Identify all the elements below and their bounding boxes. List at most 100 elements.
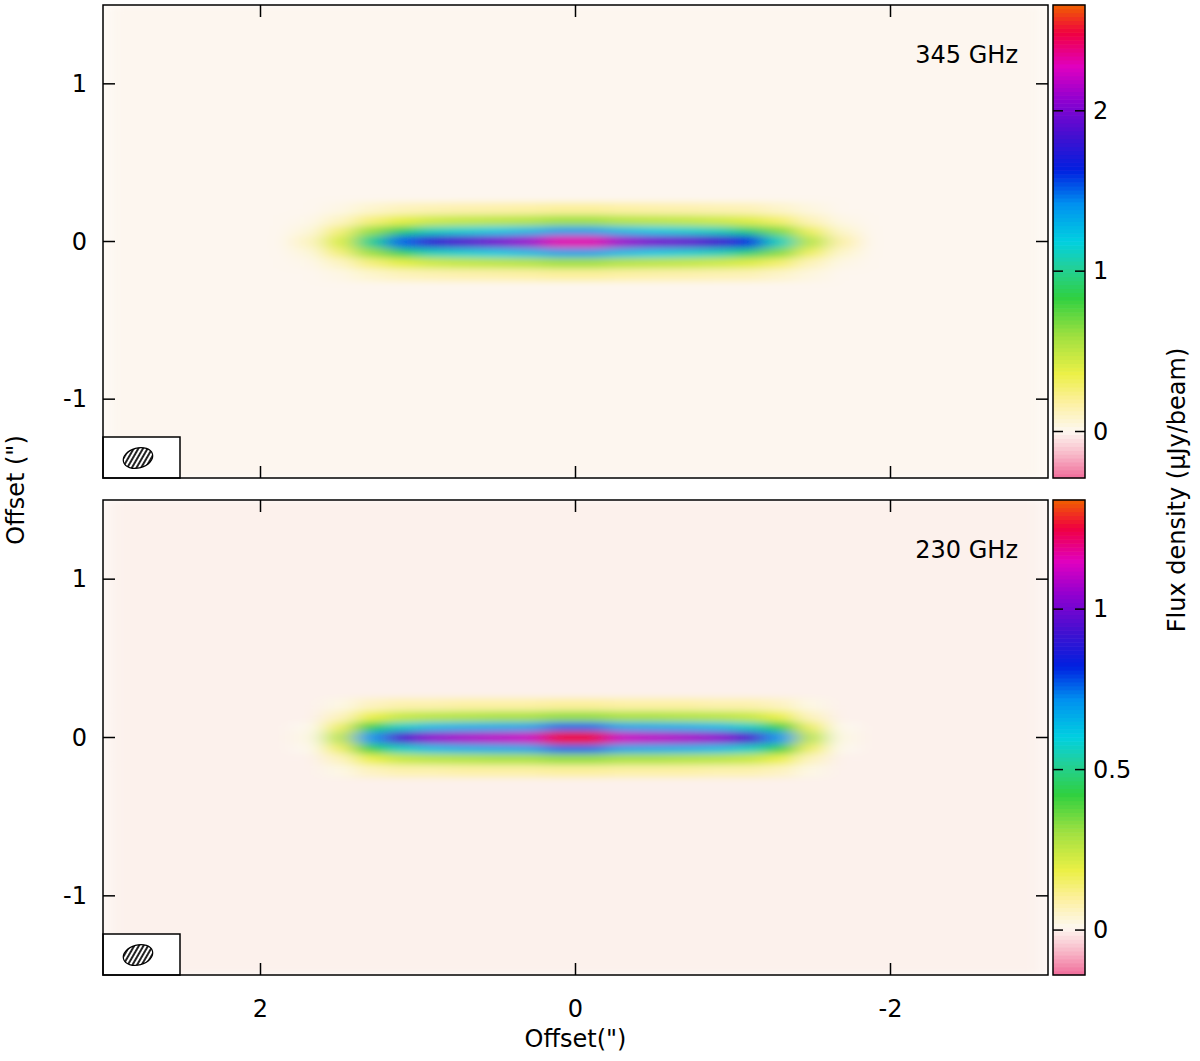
cell xyxy=(733,764,765,777)
y-tick-label: 1 xyxy=(72,565,87,593)
colorbar-strip xyxy=(1053,237,1085,242)
colorbar-strip xyxy=(1053,395,1085,400)
cell xyxy=(701,744,733,754)
colorbar-strip xyxy=(1053,559,1085,564)
cell xyxy=(355,721,387,731)
colorbar-strip xyxy=(1053,903,1085,908)
colorbar-strip xyxy=(1053,28,1085,33)
cell xyxy=(733,248,765,258)
cell xyxy=(701,268,733,281)
cell xyxy=(544,257,576,269)
cell xyxy=(355,731,387,744)
cell xyxy=(512,500,544,698)
cell xyxy=(733,235,765,248)
cell xyxy=(481,764,513,777)
colorbar-strip xyxy=(1053,336,1085,341)
cell xyxy=(103,268,292,281)
cell xyxy=(607,257,639,269)
cell xyxy=(323,698,355,711)
cell xyxy=(481,777,513,975)
cell xyxy=(670,710,702,722)
cell xyxy=(512,268,544,281)
cell xyxy=(764,698,796,711)
cell xyxy=(544,698,576,711)
cell xyxy=(701,777,733,975)
cell xyxy=(355,281,387,478)
colorbar-strip xyxy=(1053,84,1085,89)
y-tick-label: 1 xyxy=(72,70,87,98)
cell xyxy=(386,268,418,281)
colorbar-strip xyxy=(1053,935,1085,940)
cell xyxy=(638,235,670,248)
cell xyxy=(544,5,576,202)
colorbar-strip xyxy=(1053,741,1085,746)
colorbar-strip xyxy=(1053,713,1085,718)
cell xyxy=(323,235,355,248)
colorbar-strip xyxy=(1053,864,1085,869)
colorbar-strip xyxy=(1053,95,1085,100)
cell xyxy=(292,731,324,744)
cell xyxy=(638,500,670,698)
cell xyxy=(607,744,639,754)
colorbar-strip xyxy=(1053,955,1085,960)
cell xyxy=(481,235,513,248)
cell xyxy=(386,500,418,698)
colorbar-strip xyxy=(1053,399,1085,404)
cell xyxy=(512,777,544,975)
colorbar-strip xyxy=(1053,229,1085,234)
colorbar-strip xyxy=(1053,119,1085,124)
cell xyxy=(796,281,828,478)
cell xyxy=(575,698,607,711)
cell xyxy=(827,698,859,711)
colorbar-strip xyxy=(1053,359,1085,364)
cell xyxy=(764,214,796,226)
colorbar-strip xyxy=(1053,531,1085,536)
cell xyxy=(638,777,670,975)
cell xyxy=(638,202,670,215)
cell xyxy=(292,777,324,975)
cell xyxy=(859,753,1048,765)
cell xyxy=(418,5,450,202)
cell xyxy=(670,500,702,698)
cell xyxy=(418,500,450,698)
colorbar-strip xyxy=(1053,300,1085,305)
colorbar-strip xyxy=(1053,289,1085,294)
cell xyxy=(575,235,607,248)
colorbar-strip xyxy=(1053,202,1085,207)
cell xyxy=(701,721,733,731)
colorbar-strip xyxy=(1053,674,1085,679)
plot-area xyxy=(103,500,1048,975)
colorbar-strip xyxy=(1053,646,1085,651)
colorbar-strip xyxy=(1053,836,1085,841)
cell xyxy=(701,281,733,478)
cell xyxy=(670,281,702,478)
colorbar-strip xyxy=(1053,527,1085,532)
colorbar-tick-label: 1 xyxy=(1093,257,1108,285)
cell xyxy=(701,731,733,744)
cell xyxy=(638,753,670,765)
cell xyxy=(292,753,324,765)
colorbar-strip xyxy=(1053,856,1085,861)
cell xyxy=(733,698,765,711)
colorbar-tick xyxy=(1075,431,1085,433)
colorbar-strip xyxy=(1053,80,1085,85)
colorbar-strip xyxy=(1053,939,1085,944)
cell xyxy=(764,777,796,975)
colorbar-strip xyxy=(1053,123,1085,128)
cell xyxy=(796,225,828,235)
x-tick xyxy=(890,963,892,975)
cell xyxy=(386,235,418,248)
panel-title: 230 GHz xyxy=(915,536,1018,564)
cell xyxy=(764,731,796,744)
colorbar-strip xyxy=(1053,419,1085,424)
cell xyxy=(512,731,544,744)
cell xyxy=(292,710,324,722)
colorbar-strip xyxy=(1053,662,1085,667)
cell xyxy=(575,753,607,765)
colorbar-strip xyxy=(1053,678,1085,683)
cell xyxy=(859,721,1048,731)
cell xyxy=(355,698,387,711)
cell xyxy=(638,268,670,281)
colorbar-strip xyxy=(1053,860,1085,865)
cell xyxy=(103,281,292,478)
